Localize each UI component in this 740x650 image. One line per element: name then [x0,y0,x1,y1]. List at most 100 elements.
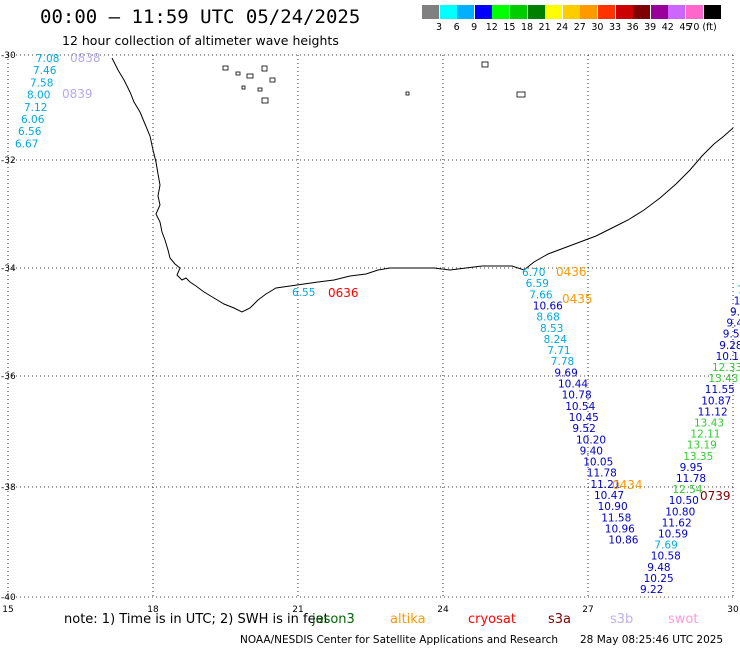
wave-height-value: 6.56 [18,126,42,138]
wave-height-value: 9.69 [554,367,577,379]
legend-label: 6 [453,22,460,33]
wave-height-value: 8.00 [27,90,50,102]
axis-tick-labels: 15 18 21 24 27 30 -30 -32 -34 -36 -38 -40 [1,51,739,615]
legend-label: 39 [644,22,657,33]
lat-tick-label: -38 [1,483,16,493]
wave-height-value: 7.71 [547,345,570,357]
map-subtitle: 12 hour collection of altimeter wave hei… [62,33,339,48]
legend-label: 27 [573,22,586,33]
coastline [111,57,734,313]
pass-time-label: 0739 [700,489,731,503]
legend-label: 36 [626,22,639,33]
wave-height-value: 10.80 [665,506,695,518]
lat-tick-label: -40 [1,593,16,603]
satellite-name-s3a: s3a [548,612,572,627]
legend-swatch [633,5,651,19]
island [257,87,263,92]
pass-time-label: 0838 [70,51,101,65]
legend-label: 3 [435,22,443,33]
legend-label: 33 [608,22,622,33]
wave-height-value: 8.24 [544,334,568,346]
legend-swatch [545,5,563,19]
wave-height-value: 9.4 [726,318,740,330]
legend-label: 12 [485,22,498,33]
wave-height-value: 12.54 [672,484,702,496]
wave-height-value: 12.11 [690,429,720,441]
wave-height-value: 13.35 [683,451,713,463]
south-africa-coast [111,57,734,313]
wave-height-value: 10.54 [565,401,595,413]
wave-height-value: 9.52 [572,423,595,435]
pass-time-label: 0436 [556,265,587,279]
wave-height-value: 11.58 [601,512,631,524]
wave-height-value: 11 [734,295,740,307]
wave-height-value: 11.55 [705,384,735,396]
wave-height-value: 10.58 [651,551,681,563]
island [241,85,246,90]
island [261,97,269,104]
wave-height-value: 10.90 [598,501,628,513]
wave-height-value: 9.22 [640,584,663,596]
wave-height-value: 10.45 [569,412,599,424]
wave-height-value: 9.50 [723,329,740,341]
wave-height-value: 7.12 [24,102,47,114]
legend-swatch [686,5,703,19]
lat-tick-label: -34 [1,264,16,274]
wave-height-value: 7.69 [654,540,677,552]
lat-tick-label: -30 [1,51,16,61]
legend-swatch [562,5,580,19]
island [246,73,254,79]
wave-height-value: 6.70 [522,267,545,279]
wave-height-value: 9. [730,307,740,319]
wave-height-value: 7.78 [551,356,574,368]
wave-height-value: 9.48 [647,562,670,574]
wave-height-value: 7 [737,284,740,296]
lon-tick-label: 30 [727,605,739,615]
wave-height-value: 11.12 [698,406,728,418]
lat-tick-label: -32 [1,156,16,166]
satellite-name-swot: swot [668,612,699,627]
island [261,65,268,72]
pass-time-label: 0636 [328,286,359,300]
pass-time-label: 0434 [612,478,643,492]
legend-swatch [615,5,633,19]
wave-height-value: 10.66 [533,300,563,312]
legend-label: 42 [661,22,674,33]
wave-height-value: 10.44 [558,379,588,391]
wave-height-value: 10.86 [608,535,638,547]
wave-height-value: 6.06 [21,114,45,126]
island [222,65,229,71]
wave-height-value: 11.78 [587,468,617,480]
wave-height-value: 10.25 [644,573,674,585]
legend-swatch [457,5,475,19]
wave-height-value: 6.59 [526,278,549,290]
wave-height-value: 11.62 [662,517,692,529]
legend-swatch [598,5,615,19]
island [269,77,276,83]
wave-height-value: 7.46 [33,65,57,77]
wave-height-tracks: 7.087.467.588.007.126.066.566.67 6.55 6.70… [15,53,740,596]
island [405,91,410,96]
wave-height-value: 10.78 [562,390,592,402]
legend-label: 30 [591,22,604,33]
credit-line: NOAA/NESDIS Center for Satellite Applica… [240,634,558,646]
wave-height-value: 13.19 [687,440,717,452]
wave-height-value: 10.59 [658,529,688,541]
wave-height-value: 8.53 [540,323,563,335]
wave-height-value: 6.55 [292,287,315,299]
wave-height-value: 10.47 [594,490,624,502]
legend-label: 24 [556,22,569,33]
island [235,71,241,76]
footnote: note: 1) Time is in UTC; 2) SWH is in fe… [64,612,329,627]
satellite-name-s3b: s3b [610,612,634,627]
legend-swatch [650,5,668,19]
legend-swatch [422,5,439,19]
wave-height-value: 13.43 [708,373,738,385]
wave-height-value: 7.66 [529,289,553,301]
satellite-name-cryosat: cryosat [468,612,516,627]
legend-swatch [527,5,545,19]
legend-label: 9 [471,22,478,33]
legend-swatch [492,5,510,19]
wave-height-value: 10.11 [716,351,740,363]
